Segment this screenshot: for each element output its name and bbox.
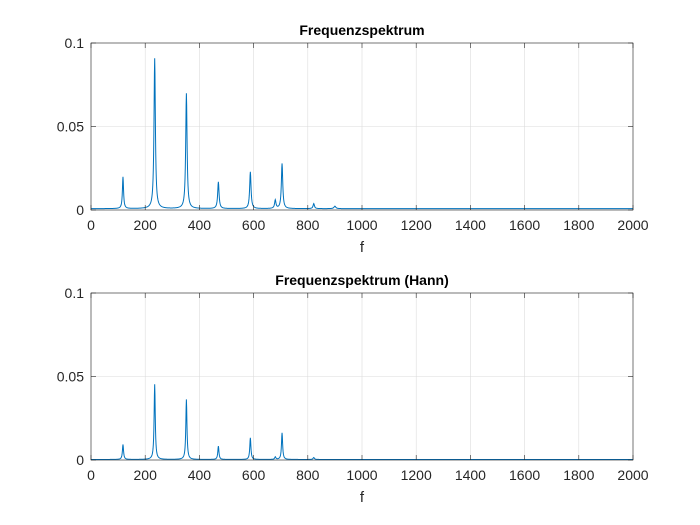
x-tick-label: 1200 [401, 217, 432, 233]
x-tick-label: 1000 [346, 467, 377, 483]
x-tick-label: 800 [296, 217, 320, 233]
x-tick-label: 1600 [509, 467, 540, 483]
ticks: 0 200 400 600 800 1000 1200 1400 1600 1800 2000 0 0.… [57, 285, 649, 483]
chart-title: Frequenzspektrum (Hann) [275, 272, 448, 288]
y-tick-label: 0.1 [65, 285, 85, 301]
x-axis-label: f [360, 489, 365, 506]
x-tick-label: 600 [242, 217, 266, 233]
y-tick-label: 0.1 [65, 35, 85, 51]
x-tick-label: 200 [134, 467, 158, 483]
x-tick-label: 1400 [455, 217, 486, 233]
chart-frequenzspektrum: 0 200 400 600 800 1000 1200 1400 1600 1800 2000 0 0.… [57, 22, 649, 256]
chart-frequenzspektrum-hann: 0 200 400 600 800 1000 1200 1400 1600 1800 2000 0 0.… [57, 272, 649, 506]
y-tick-label: 0 [76, 202, 84, 218]
ticks: 0 200 400 600 800 1000 1200 1400 1600 1800 2000 0 0.… [57, 35, 649, 233]
x-tick-label: 2000 [617, 467, 648, 483]
x-tick-label: 1400 [455, 467, 486, 483]
x-tick-label: 0 [87, 217, 95, 233]
x-tick-label: 400 [188, 467, 212, 483]
x-tick-label: 1800 [563, 217, 594, 233]
y-tick-label: 0.05 [57, 119, 84, 135]
x-tick-label: 1600 [509, 217, 540, 233]
chart-title: Frequenzspektrum [299, 22, 424, 38]
x-tick-label: 2000 [617, 217, 648, 233]
y-tick-label: 0 [76, 452, 84, 468]
x-tick-label: 0 [87, 467, 95, 483]
x-tick-label: 800 [296, 467, 320, 483]
x-tick-label: 1200 [401, 467, 432, 483]
x-axis-label: f [360, 239, 365, 256]
x-tick-label: 1000 [346, 217, 377, 233]
x-tick-label: 200 [134, 217, 158, 233]
x-tick-label: 600 [242, 467, 266, 483]
x-tick-label: 400 [188, 217, 212, 233]
x-tick-label: 1800 [563, 467, 594, 483]
y-tick-label: 0.05 [57, 369, 84, 385]
